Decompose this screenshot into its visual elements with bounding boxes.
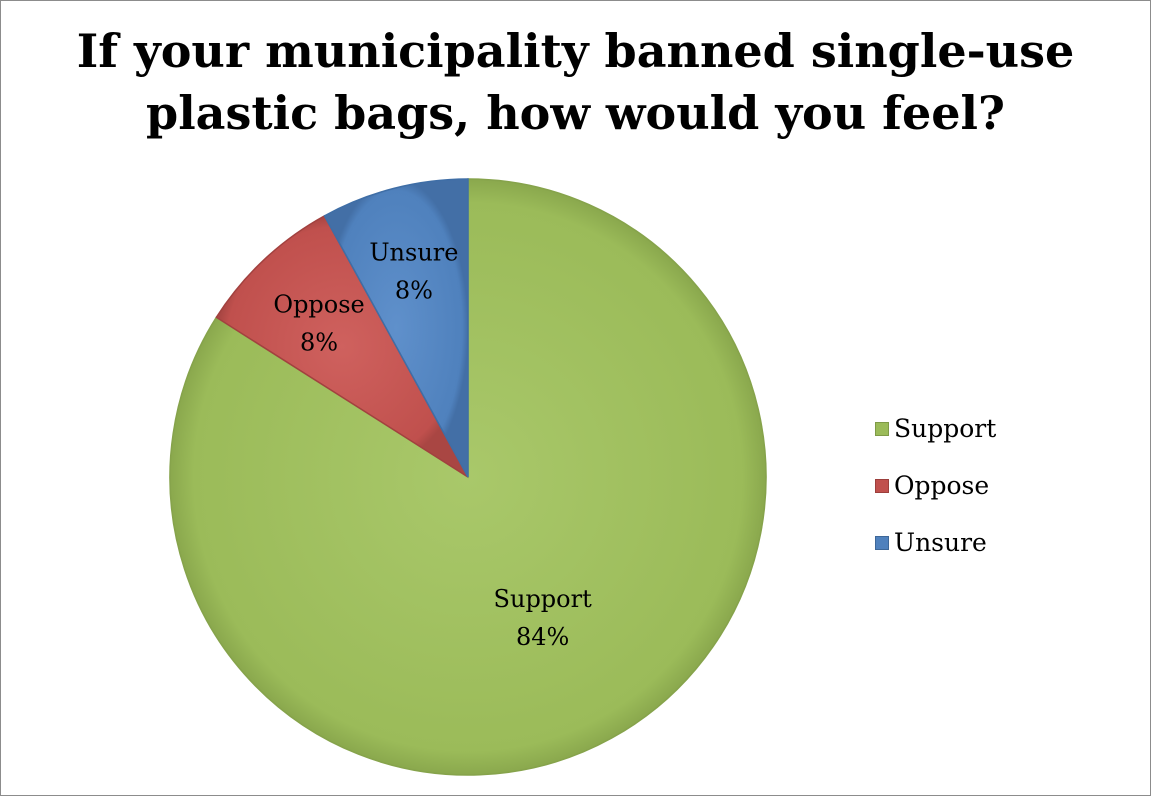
- slice-label-unsure-name: Unsure: [369, 238, 458, 266]
- pie-slice-support: [169, 178, 767, 776]
- pie-slice-unsure: [323, 178, 469, 478]
- pie-slice-labels: Support 84% Oppose 8% Unsure 8%: [273, 238, 592, 650]
- chart-title: If your municipality banned single-use p…: [76, 24, 1075, 140]
- pie-slices: [169, 178, 767, 776]
- legend-label-oppose: Oppose: [894, 471, 990, 500]
- slice-label-support-value: 84%: [516, 623, 569, 651]
- legend-item-unsure: Unsure: [875, 514, 996, 571]
- legend-swatch-oppose: [875, 478, 889, 493]
- legend-swatch-unsure: [875, 535, 889, 550]
- slice-label-support-name: Support: [494, 585, 593, 613]
- legend-item-support: Support: [875, 400, 996, 457]
- legend-swatch-support: [875, 421, 889, 436]
- legend-label-support: Support: [894, 414, 997, 443]
- chart-legend: Support Oppose Unsure: [875, 400, 996, 571]
- legend-item-oppose: Oppose: [875, 457, 996, 514]
- pie-slice-oppose: [215, 214, 469, 478]
- slice-label-oppose-name: Oppose: [273, 290, 364, 318]
- slice-label-oppose-value: 8%: [300, 328, 338, 356]
- slice-label-unsure-value: 8%: [395, 276, 433, 304]
- legend-label-unsure: Unsure: [894, 528, 987, 557]
